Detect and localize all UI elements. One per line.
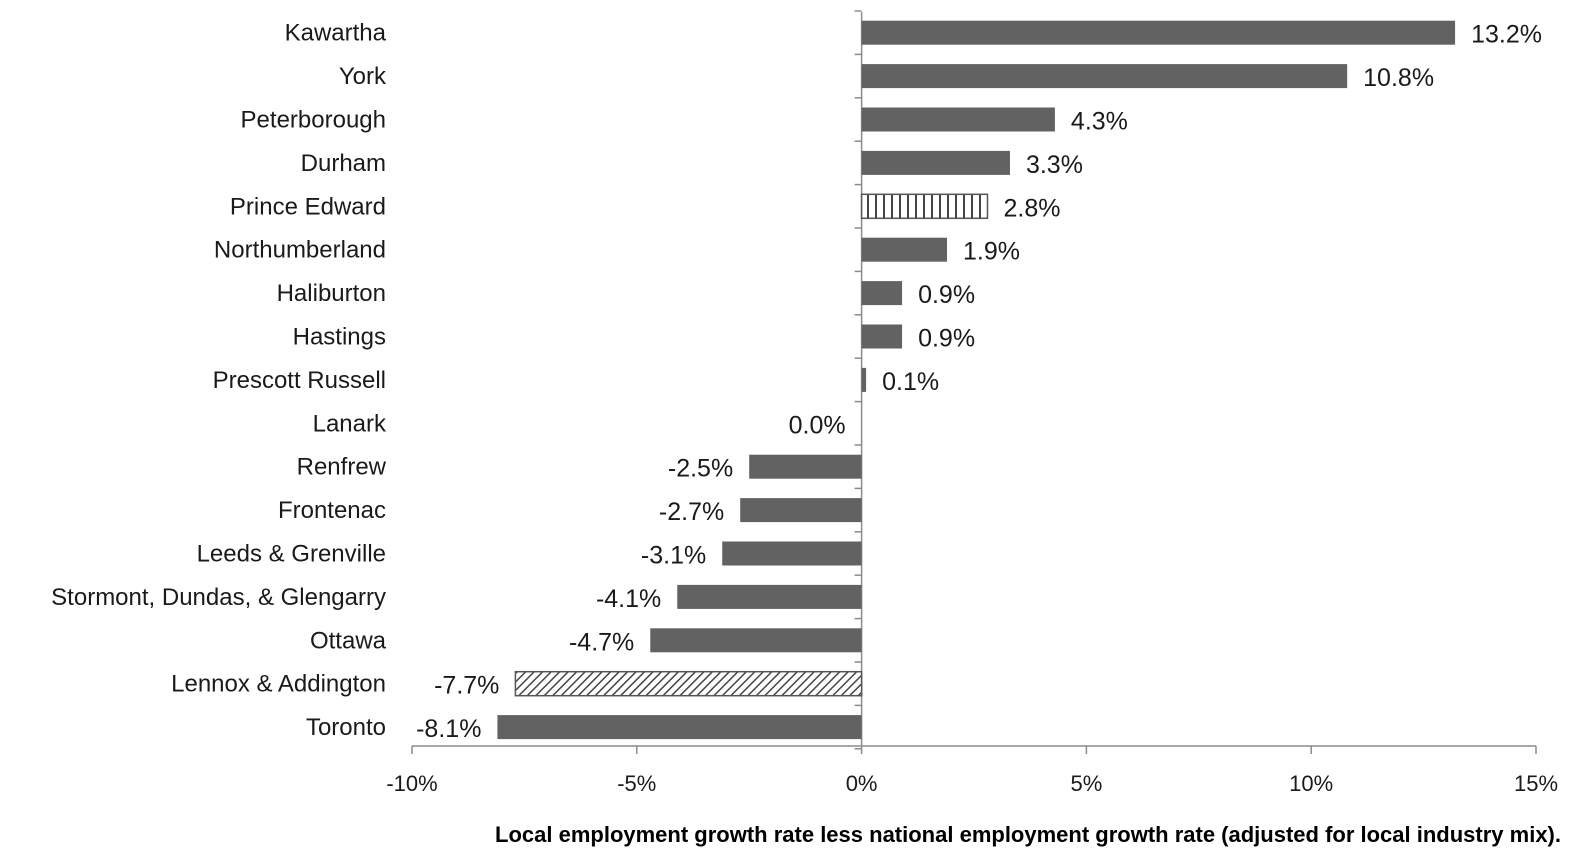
data-label: 3.3% bbox=[1026, 151, 1083, 179]
data-label: -2.7% bbox=[659, 498, 724, 526]
category-label: Frontenac bbox=[278, 497, 386, 524]
data-label: 0.9% bbox=[918, 325, 975, 353]
category-label: Leeds & Grenville bbox=[197, 541, 386, 568]
category-label: Durham bbox=[301, 150, 386, 177]
data-label: 2.8% bbox=[1003, 194, 1060, 222]
bar bbox=[861, 367, 867, 392]
data-label: -8.1% bbox=[416, 715, 481, 743]
data-label: -3.1% bbox=[641, 542, 706, 570]
category-label: Kawartha bbox=[285, 20, 387, 47]
x-tick-label: -5% bbox=[617, 771, 656, 796]
bar bbox=[861, 20, 1456, 45]
category-label: Peterborough bbox=[241, 107, 386, 134]
data-label: 0.0% bbox=[789, 411, 846, 439]
bar bbox=[861, 150, 1010, 175]
data-label: 1.9% bbox=[963, 238, 1020, 266]
plot-area: -10% -5% 0% 5% 10% 15% Kawartha 13.2% York 10.8% P… bbox=[51, 10, 1558, 796]
bar bbox=[650, 628, 862, 653]
bar bbox=[861, 281, 903, 306]
category-label: Northumberland bbox=[214, 237, 386, 264]
category-label: Stormont, Dundas, & Glengarry bbox=[51, 584, 386, 611]
data-label: 10.8% bbox=[1363, 64, 1434, 92]
data-label: 13.2% bbox=[1471, 21, 1542, 49]
bar bbox=[861, 64, 1348, 89]
bar bbox=[497, 715, 862, 740]
data-label: -4.7% bbox=[569, 628, 634, 656]
data-label: 0.1% bbox=[882, 368, 939, 396]
category-label: Hastings bbox=[293, 324, 386, 351]
category-label: Toronto bbox=[306, 714, 386, 741]
data-label: 0.9% bbox=[918, 281, 975, 309]
category-label: Prescott Russell bbox=[213, 367, 386, 394]
data-label: 4.3% bbox=[1071, 108, 1128, 136]
bar bbox=[514, 670, 863, 697]
bar bbox=[722, 541, 862, 566]
x-axis-title: Local employment growth rate less nation… bbox=[495, 822, 1561, 847]
bar bbox=[749, 454, 862, 479]
data-label: -2.5% bbox=[668, 455, 733, 483]
category-label: Renfrew bbox=[297, 454, 387, 481]
data-label: -7.7% bbox=[434, 672, 499, 700]
x-tick-label: 5% bbox=[1071, 771, 1103, 796]
category-label: Lanark bbox=[313, 410, 387, 437]
bar bbox=[861, 237, 948, 262]
category-label: Lennox & Addington bbox=[171, 671, 386, 698]
category-label: Ottawa bbox=[310, 627, 387, 654]
data-label: -4.1% bbox=[596, 585, 661, 613]
x-tick-label: -10% bbox=[386, 771, 437, 796]
category-label: Haliburton bbox=[277, 280, 386, 307]
bar bbox=[677, 584, 862, 609]
x-tick-label: 15% bbox=[1514, 771, 1558, 796]
bar bbox=[740, 498, 862, 523]
bar bbox=[861, 324, 903, 349]
category-label: York bbox=[339, 63, 387, 90]
bar bbox=[861, 107, 1055, 132]
x-tick-label: 0% bbox=[846, 771, 878, 796]
category-label: Prince Edward bbox=[230, 193, 386, 220]
x-tick-label: 10% bbox=[1289, 771, 1333, 796]
bar bbox=[860, 193, 989, 220]
